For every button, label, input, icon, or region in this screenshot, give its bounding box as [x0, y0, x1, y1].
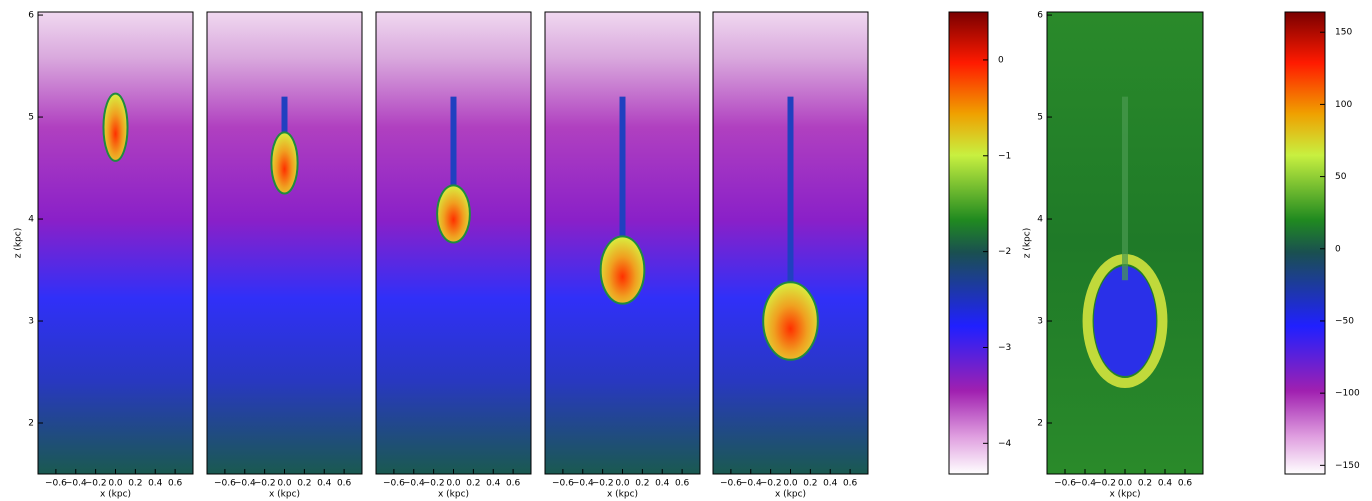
- y-tick-label: 3: [1037, 317, 1043, 327]
- colorbar-tick-label: −1: [998, 151, 1011, 161]
- colorbar-tick-label: −50: [1335, 316, 1354, 326]
- x-tick-label: −0.4: [234, 479, 256, 489]
- x-tick-label: −0.4: [572, 479, 594, 489]
- x-axis-label: x (kpc): [100, 490, 131, 500]
- x-tick-label: −0.2: [1094, 479, 1116, 489]
- y-tick-label: 2: [28, 419, 34, 429]
- panel-image: [207, 12, 362, 474]
- y-axis-label: z (kpc): [1023, 228, 1033, 258]
- x-tick-label: −0.2: [423, 479, 445, 489]
- colorbar-tick-label: 150: [1335, 28, 1352, 38]
- x-tick-label: −0.2: [592, 479, 614, 489]
- x-axis-label: x (kpc): [775, 490, 806, 500]
- x-tick-label: 0.2: [635, 479, 649, 489]
- x-tick-label: 0.4: [1158, 479, 1173, 489]
- x-tick-label: 0.2: [297, 479, 311, 489]
- y-tick-label: 5: [28, 113, 34, 123]
- tail: [619, 96, 626, 271]
- x-tick-label: 0.0: [615, 479, 630, 489]
- x-tick-label: 0.4: [486, 479, 501, 489]
- panel-image: [38, 12, 193, 474]
- x-tick-label: −0.6: [552, 479, 574, 489]
- x-axis-label: x (kpc): [607, 490, 638, 500]
- y-tick-label: 2: [1037, 419, 1043, 429]
- x-tick-label: −0.2: [85, 479, 107, 489]
- y-tick-label: 3: [28, 317, 34, 327]
- x-tick-label: −0.6: [214, 479, 236, 489]
- tail: [450, 96, 457, 214]
- x-tick-label: 0.6: [1178, 479, 1193, 489]
- x-tick-label: 0.6: [168, 479, 183, 489]
- bubble: [102, 92, 129, 162]
- y-axis-label: z (kpc): [14, 228, 24, 258]
- y-tick-label: 5: [1037, 113, 1043, 123]
- colorbar-tick-label: 0: [1335, 244, 1341, 254]
- x-tick-label: 0.4: [655, 479, 670, 489]
- x-tick-label: 0.0: [108, 479, 123, 489]
- x-axis-label: x (kpc): [1109, 490, 1140, 500]
- colorbar-tick-label: 100: [1335, 100, 1352, 110]
- x-axis-label: x (kpc): [269, 490, 300, 500]
- bubble: [762, 281, 819, 361]
- x-tick-label: 0.2: [128, 479, 142, 489]
- x-tick-label: 0.0: [1118, 479, 1133, 489]
- y-tick-label: 4: [1037, 215, 1043, 225]
- bubble: [599, 235, 646, 305]
- colorbar-tick-label: −3: [998, 343, 1011, 353]
- x-tick-label: 0.0: [277, 479, 292, 489]
- x-tick-label: −0.4: [1074, 479, 1096, 489]
- x-tick-label: 0.6: [675, 479, 690, 489]
- bubble: [436, 184, 471, 244]
- x-tick-label: 0.0: [783, 479, 798, 489]
- x-tick-label: −0.2: [760, 479, 782, 489]
- x-tick-label: 0.4: [148, 479, 163, 489]
- x-tick-label: 0.6: [843, 479, 858, 489]
- x-tick-label: −0.2: [254, 479, 276, 489]
- tail: [787, 96, 794, 322]
- bubble: [270, 131, 299, 195]
- x-tick-label: −0.4: [740, 479, 762, 489]
- x-tick-label: −0.6: [1054, 479, 1076, 489]
- x-tick-label: 0.0: [446, 479, 461, 489]
- colorbar: [948, 11, 989, 475]
- x-tick-label: 0.4: [823, 479, 838, 489]
- x-tick-label: 0.6: [506, 479, 521, 489]
- y-tick-label: 6: [1037, 11, 1043, 21]
- tail: [281, 96, 288, 163]
- x-tick-label: −0.4: [403, 479, 425, 489]
- x-tick-label: 0.2: [466, 479, 480, 489]
- colorbar: [1284, 11, 1326, 475]
- y-tick-label: 6: [28, 11, 34, 21]
- x-tick-label: −0.6: [383, 479, 405, 489]
- colorbar-tick-label: 0: [998, 55, 1004, 65]
- x-tick-label: 0.2: [1138, 479, 1152, 489]
- x-tick-label: −0.6: [720, 479, 742, 489]
- x-tick-label: 0.2: [803, 479, 817, 489]
- shell-core: [1093, 266, 1157, 377]
- jet: [1122, 96, 1128, 281]
- colorbar-tick-label: 50: [1335, 172, 1347, 182]
- x-tick-label: −0.4: [65, 479, 87, 489]
- colorbar-tick-label: −4: [998, 439, 1012, 449]
- x-tick-label: 0.4: [317, 479, 332, 489]
- y-tick-label: 4: [28, 215, 34, 225]
- x-tick-label: 0.6: [337, 479, 352, 489]
- colorbar-tick-label: −150: [1335, 461, 1360, 471]
- x-axis-label: x (kpc): [438, 490, 469, 500]
- colorbar-tick-label: −100: [1335, 389, 1360, 399]
- x-tick-label: −0.6: [45, 479, 67, 489]
- colorbar-tick-label: −2: [998, 247, 1011, 257]
